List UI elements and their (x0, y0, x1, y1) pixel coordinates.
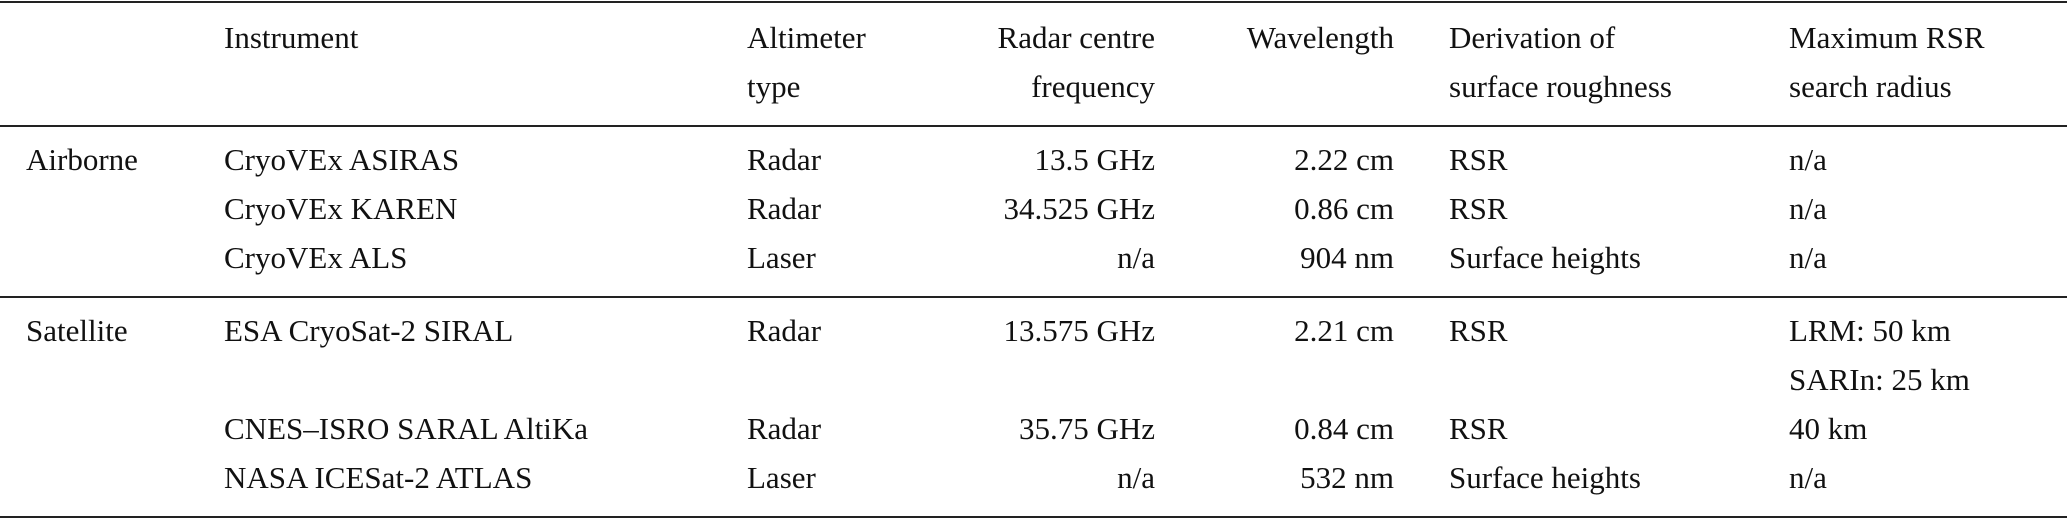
table-cell: Laser (747, 460, 816, 495)
table-cell: Surface heights (1449, 240, 1641, 275)
column-header: Instrument (224, 20, 359, 55)
table-cell: CryoVEx KAREN (224, 191, 458, 226)
column-header: Wavelength (1246, 20, 1394, 55)
table-cell: RSR (1449, 191, 1508, 226)
column-header: type (747, 69, 801, 104)
table-cell: SARIn: 25 km (1789, 362, 1970, 397)
table-cell: CryoVEx ALS (224, 240, 408, 275)
table-cell: CryoVEx ASIRAS (224, 142, 460, 177)
table-cell: n/a (1789, 191, 1827, 226)
group-label: Satellite (26, 313, 128, 348)
group-label: Airborne (26, 142, 138, 177)
table-cell: ESA CryoSat-2 SIRAL (224, 313, 514, 348)
table-cell: 13.575 GHz (1003, 313, 1155, 348)
table-cell: n/a (1789, 460, 1827, 495)
table-cell: 532 nm (1300, 460, 1394, 495)
table-cell: RSR (1449, 142, 1508, 177)
table-cell: NASA ICESat-2 ATLAS (224, 460, 533, 495)
table-cell: 13.5 GHz (1034, 142, 1155, 177)
table-cell: Laser (747, 240, 816, 275)
table-cell: Radar (747, 142, 822, 177)
table-cell: 0.84 cm (1294, 411, 1394, 446)
table-cell: n/a (1117, 460, 1155, 495)
table-cell: CNES–ISRO SARAL AltiKa (224, 411, 589, 446)
column-header: surface roughness (1449, 69, 1672, 104)
table-cell: 2.22 cm (1294, 142, 1394, 177)
column-header: search radius (1789, 69, 1952, 104)
table-cell: n/a (1789, 240, 1827, 275)
table-cell: 2.21 cm (1294, 313, 1394, 348)
table-cell: Radar (747, 411, 822, 446)
rule (0, 1, 2067, 3)
column-header: Maximum RSR (1789, 20, 1985, 55)
table-cell: n/a (1117, 240, 1155, 275)
table-cell: n/a (1789, 142, 1827, 177)
column-header: Altimeter (747, 20, 866, 55)
rule (0, 296, 2067, 298)
table-cell: LRM: 50 km (1789, 313, 1951, 348)
table-cell: RSR (1449, 411, 1508, 446)
column-header: Derivation of (1449, 20, 1616, 55)
rule (0, 516, 2067, 518)
table-cell: 34.525 GHz (1003, 191, 1155, 226)
table-cell: RSR (1449, 313, 1508, 348)
table-cell: 35.75 GHz (1018, 411, 1155, 446)
table-cell: Radar (747, 191, 822, 226)
table-cell: Surface heights (1449, 460, 1641, 495)
table-cell: Radar (747, 313, 822, 348)
rule (0, 125, 2067, 127)
table-cell: 904 nm (1300, 240, 1394, 275)
table-cell: 40 km (1789, 411, 1868, 446)
column-header: Radar centre (997, 20, 1155, 55)
column-header: frequency (1031, 69, 1155, 104)
table-cell: 0.86 cm (1294, 191, 1394, 226)
